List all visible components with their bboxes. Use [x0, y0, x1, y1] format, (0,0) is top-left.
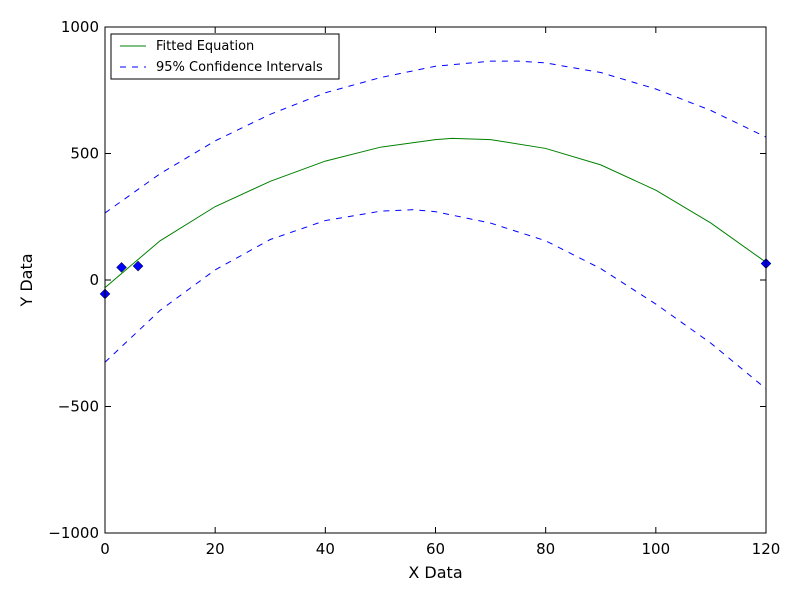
y-tick-label-500: 500 [70, 145, 99, 163]
x-tick-label-120: 120 [752, 540, 781, 558]
y-tick-label-1000: 1000 [61, 18, 99, 36]
series-layer [104, 60, 767, 390]
y-tick-label-1000: −1000 [48, 524, 99, 542]
plot-area [105, 27, 766, 533]
legend-label-fitted-equation: Fitted Equation [156, 39, 254, 54]
x-tick-label-80: 80 [536, 540, 555, 558]
legend-label-confidence-intervals: 95% Confidence Intervals [156, 60, 323, 75]
x-axis-label: X Data [408, 563, 462, 582]
y-tick-label-500: −500 [58, 398, 99, 416]
series-line-1 [104, 60, 767, 214]
data-point-1 [116, 261, 127, 273]
data-point-2 [132, 260, 144, 272]
tick-layer: 0 20 40 60 80 100 120 −1000 −500 0 500 1000 [48, 18, 780, 558]
x-tick-label-60: 60 [426, 540, 445, 558]
y-tick-label-0: 0 [89, 271, 99, 289]
legend: Fitted Equation 95% Confidence Intervals [110, 33, 340, 80]
series-line-0 [104, 137, 767, 288]
x-tick-label-20: 20 [206, 540, 225, 558]
legend-box [110, 33, 340, 80]
x-tick-label-40: 40 [316, 540, 335, 558]
y-axis-label: Y Data [17, 253, 36, 307]
series-line-2 [104, 209, 767, 390]
x-tick-label-0: 0 [100, 540, 110, 558]
x-tick-label-100: 100 [642, 540, 671, 558]
